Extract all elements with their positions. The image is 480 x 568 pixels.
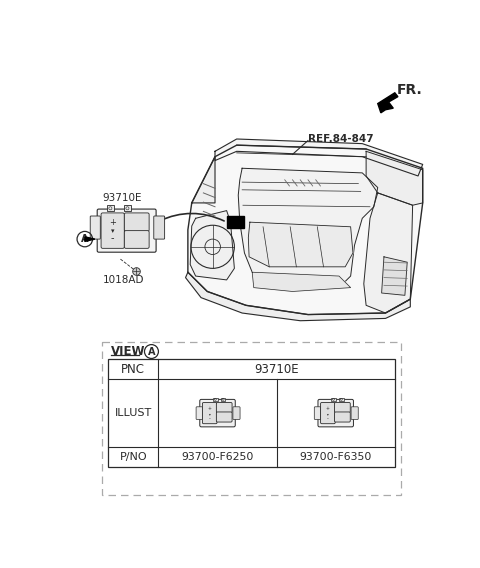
FancyBboxPatch shape bbox=[97, 209, 156, 252]
Polygon shape bbox=[188, 145, 423, 315]
Text: FR.: FR. bbox=[397, 83, 423, 97]
FancyBboxPatch shape bbox=[233, 407, 240, 419]
Polygon shape bbox=[252, 272, 350, 291]
FancyBboxPatch shape bbox=[335, 403, 350, 412]
FancyBboxPatch shape bbox=[351, 407, 358, 419]
FancyBboxPatch shape bbox=[216, 412, 232, 422]
Text: A: A bbox=[148, 346, 155, 357]
Bar bbox=[108, 359, 395, 467]
FancyBboxPatch shape bbox=[196, 407, 203, 419]
Polygon shape bbox=[366, 151, 423, 205]
Circle shape bbox=[144, 345, 158, 358]
Polygon shape bbox=[382, 257, 407, 295]
FancyBboxPatch shape bbox=[124, 231, 149, 248]
Bar bbox=[213, 398, 217, 402]
Polygon shape bbox=[238, 168, 378, 290]
Polygon shape bbox=[364, 193, 413, 313]
Polygon shape bbox=[378, 93, 398, 113]
Text: -: - bbox=[111, 233, 114, 243]
Text: 93710E: 93710E bbox=[103, 193, 142, 203]
Polygon shape bbox=[186, 272, 410, 321]
FancyBboxPatch shape bbox=[124, 213, 149, 231]
FancyBboxPatch shape bbox=[321, 403, 335, 424]
Text: +: + bbox=[326, 407, 330, 411]
Text: 93700-F6350: 93700-F6350 bbox=[300, 452, 372, 462]
Polygon shape bbox=[192, 157, 215, 203]
Bar bbox=[221, 398, 225, 402]
FancyBboxPatch shape bbox=[101, 213, 124, 248]
Text: A: A bbox=[81, 234, 88, 244]
FancyBboxPatch shape bbox=[318, 399, 353, 427]
Text: +: + bbox=[208, 407, 212, 411]
FancyBboxPatch shape bbox=[200, 399, 235, 427]
Text: ▾: ▾ bbox=[327, 412, 329, 416]
Text: -: - bbox=[327, 416, 329, 421]
FancyBboxPatch shape bbox=[335, 412, 350, 422]
Bar bbox=[107, 205, 114, 211]
Bar bbox=[102, 343, 401, 495]
Bar bbox=[123, 205, 132, 211]
Text: ▾: ▾ bbox=[111, 228, 114, 233]
Text: -: - bbox=[209, 416, 211, 421]
Text: +: + bbox=[109, 219, 116, 227]
Text: ILLUST: ILLUST bbox=[115, 408, 152, 418]
Text: REF.84-847: REF.84-847 bbox=[308, 134, 373, 144]
Polygon shape bbox=[190, 211, 234, 280]
Bar bbox=[331, 398, 336, 402]
FancyBboxPatch shape bbox=[203, 403, 217, 424]
Bar bbox=[227, 216, 244, 228]
FancyBboxPatch shape bbox=[90, 216, 100, 239]
Text: 1018AD: 1018AD bbox=[103, 274, 144, 285]
Polygon shape bbox=[248, 222, 353, 267]
Text: ▾: ▾ bbox=[209, 412, 211, 416]
Text: VIEW: VIEW bbox=[111, 345, 145, 358]
Text: PNC: PNC bbox=[121, 363, 145, 375]
Text: 93710E: 93710E bbox=[254, 363, 299, 375]
Text: P/NO: P/NO bbox=[120, 452, 147, 462]
FancyBboxPatch shape bbox=[314, 407, 321, 419]
Text: 93700-F6250: 93700-F6250 bbox=[181, 452, 254, 462]
FancyBboxPatch shape bbox=[216, 403, 232, 412]
Bar bbox=[339, 398, 344, 402]
FancyBboxPatch shape bbox=[154, 216, 165, 239]
Polygon shape bbox=[85, 237, 95, 241]
Polygon shape bbox=[215, 139, 423, 176]
